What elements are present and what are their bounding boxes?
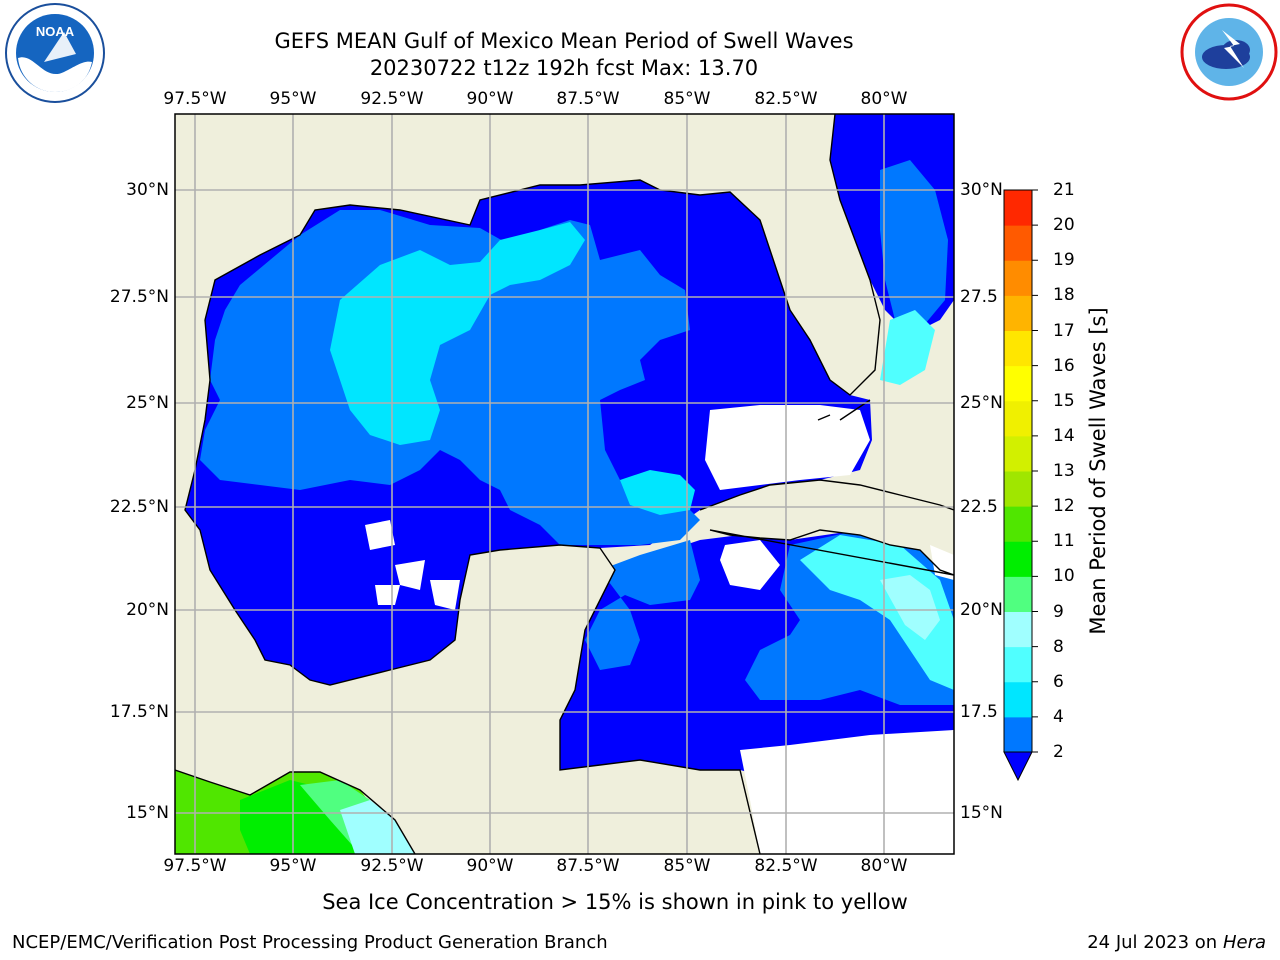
colorbar-segment — [1004, 471, 1032, 507]
lon-tick-bottom: 85°W — [663, 856, 711, 876]
lat-tick-left: 25°N — [126, 393, 169, 413]
noaa-logo-text: NOAA — [36, 24, 75, 39]
colorbar-segment — [1004, 576, 1032, 612]
lon-tick-top: 92.5°W — [360, 89, 424, 109]
nws-logo — [1180, 3, 1278, 101]
colorbar-segment — [1004, 611, 1032, 648]
lat-tick-right: 25°N — [960, 393, 1003, 413]
sea-ice-note: Sea Ice Concentration > 15% is shown in … — [0, 890, 1255, 914]
colorbar — [1003, 189, 1038, 782]
lon-tick-top: 95°W — [269, 89, 317, 109]
lon-tick-top: 82.5°W — [754, 89, 818, 109]
colorbar-tick-label: 21 — [1053, 180, 1075, 200]
lon-tick-bottom: 80°W — [860, 856, 908, 876]
lon-tick-bottom: 95°W — [269, 856, 317, 876]
colorbar-tick-label: 14 — [1053, 425, 1075, 446]
lat-tick-left: 30°N — [126, 180, 169, 200]
lon-tick-bottom: 92.5°W — [360, 856, 424, 876]
lon-tick-top: 90°W — [466, 89, 514, 109]
lat-tick-right: 30°N — [960, 180, 1003, 200]
lat-tick-right: 27.5 — [960, 287, 998, 307]
map-frame — [174, 113, 955, 855]
lon-tick-top: 97.5°W — [163, 89, 227, 109]
us-gulf-coast — [175, 114, 880, 395]
lat-tick-left: 15°N — [126, 803, 169, 823]
colorbar-tick-label: 19 — [1053, 250, 1075, 271]
map-title: GEFS MEAN Gulf of Mexico Mean Period of … — [274, 29, 854, 53]
colorbar-segment — [1004, 681, 1032, 718]
lon-tick-top: 85°W — [663, 89, 711, 109]
lat-tick-left: 22.5°N — [109, 497, 169, 517]
footer-host: Hera — [1222, 932, 1266, 953]
lat-tick-right: 17.5 — [960, 702, 998, 722]
colorbar-tick-label: 18 — [1053, 285, 1075, 306]
colorbar-tick-label: 10 — [1053, 566, 1075, 587]
colorbar-tick-label: 13 — [1053, 461, 1075, 481]
footer-credit: NCEP/EMC/Verification Post Processing Pr… — [12, 932, 608, 953]
lon-tick-top: 87.5°W — [556, 89, 620, 109]
colorbar-tick-label: 17 — [1053, 320, 1075, 341]
lon-tick-top: 80°W — [860, 89, 908, 109]
map-gridlines — [175, 114, 954, 854]
colorbar-tick-label: 15 — [1053, 390, 1075, 411]
colorbar-tick-label: 9 — [1053, 601, 1064, 622]
cuba — [700, 480, 954, 575]
colorbar-tick-label: 12 — [1053, 496, 1075, 517]
colorbar-label: Mean Period of Swell Waves [s] — [1086, 307, 1110, 635]
colorbar-tick-label: 4 — [1053, 706, 1064, 727]
colorbar-segment — [1004, 400, 1032, 437]
colorbar-tick-label: 11 — [1053, 531, 1075, 552]
colorbar-segment — [1004, 541, 1032, 577]
lat-tick-right: 15°N — [960, 803, 1003, 823]
footer-date: 24 Jul 2023 on Hera — [1087, 932, 1266, 953]
sea-ice-note-text: Sea Ice Concentration > 15% is shown in … — [322, 890, 908, 914]
colorbar-tick-label: 8 — [1053, 636, 1064, 657]
lat-tick-left: 27.5°N — [109, 287, 169, 307]
lat-tick-left: 20°N — [126, 600, 169, 620]
map-subtitle: 20230722 t12z 192h fcst Max: 13.70 — [369, 56, 759, 80]
footer-date-text: 24 Jul 2023 on — [1087, 932, 1223, 953]
lon-tick-bottom: 97.5°W — [163, 856, 227, 876]
lon-tick-bottom: 82.5°W — [754, 856, 818, 876]
colorbar-segment — [1004, 646, 1032, 683]
colorbar-segment — [1004, 365, 1032, 402]
colorbar-tick-label: 2 — [1053, 742, 1064, 762]
lon-tick-bottom: 87.5°W — [556, 856, 620, 876]
colorbar-tick-label: 6 — [1053, 671, 1064, 692]
colorbar-segment — [1004, 506, 1032, 542]
colorbar-segment — [1004, 716, 1032, 753]
swell-2-4 — [200, 210, 700, 545]
lon-tick-bottom: 90°W — [466, 856, 514, 876]
swell-4-6 — [330, 222, 585, 445]
mexico-landmass — [175, 300, 760, 854]
colorbar-segment — [1004, 260, 1032, 296]
lat-tick-right: 20°N — [960, 600, 1003, 620]
colorbar-segment — [1004, 330, 1032, 367]
colorbar-segment — [1004, 435, 1032, 472]
lat-tick-left: 17.5°N — [109, 702, 169, 722]
lat-tick-right: 22.5 — [960, 497, 998, 517]
colorbar-tick-label: 16 — [1053, 355, 1075, 376]
colorbar-segment — [1004, 190, 1032, 226]
colorbar-tick-label: 20 — [1053, 215, 1075, 236]
colorbar-segment — [1004, 225, 1032, 261]
noaa-logo: NOAA — [5, 3, 105, 103]
colorbar-segment — [1004, 295, 1032, 331]
colorbar-extend-arrow — [1003, 751, 1033, 782]
